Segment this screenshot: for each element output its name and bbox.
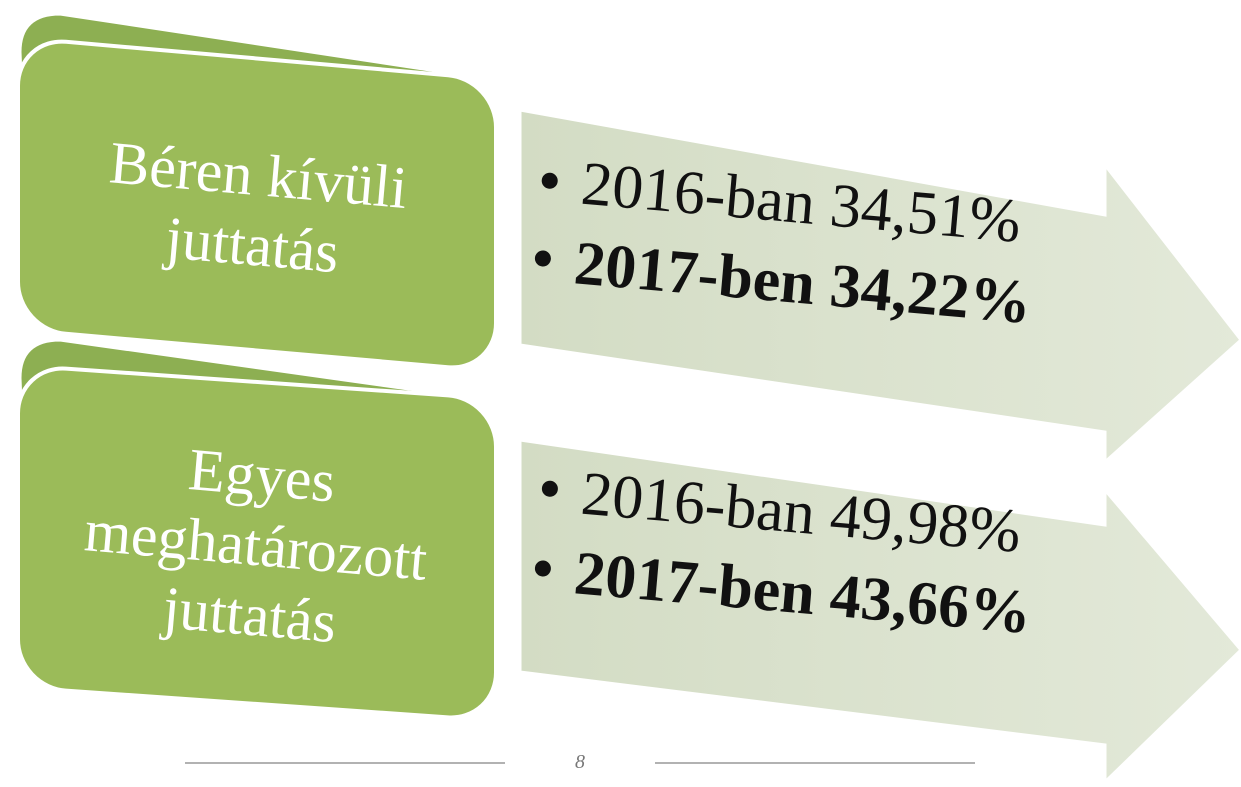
box-label: juttatás (159, 574, 339, 655)
box (16, 39, 498, 370)
arrow (518, 438, 1241, 786)
box-label: juttatás (161, 204, 341, 285)
page-number: 8 (575, 751, 585, 773)
bullet-dot (534, 250, 551, 267)
bullet-dot (534, 560, 551, 577)
box-label: Egyes (186, 436, 338, 515)
bullet-dot (541, 480, 558, 497)
box (16, 366, 498, 720)
bullet-dot (541, 172, 558, 189)
arrow (518, 108, 1241, 466)
